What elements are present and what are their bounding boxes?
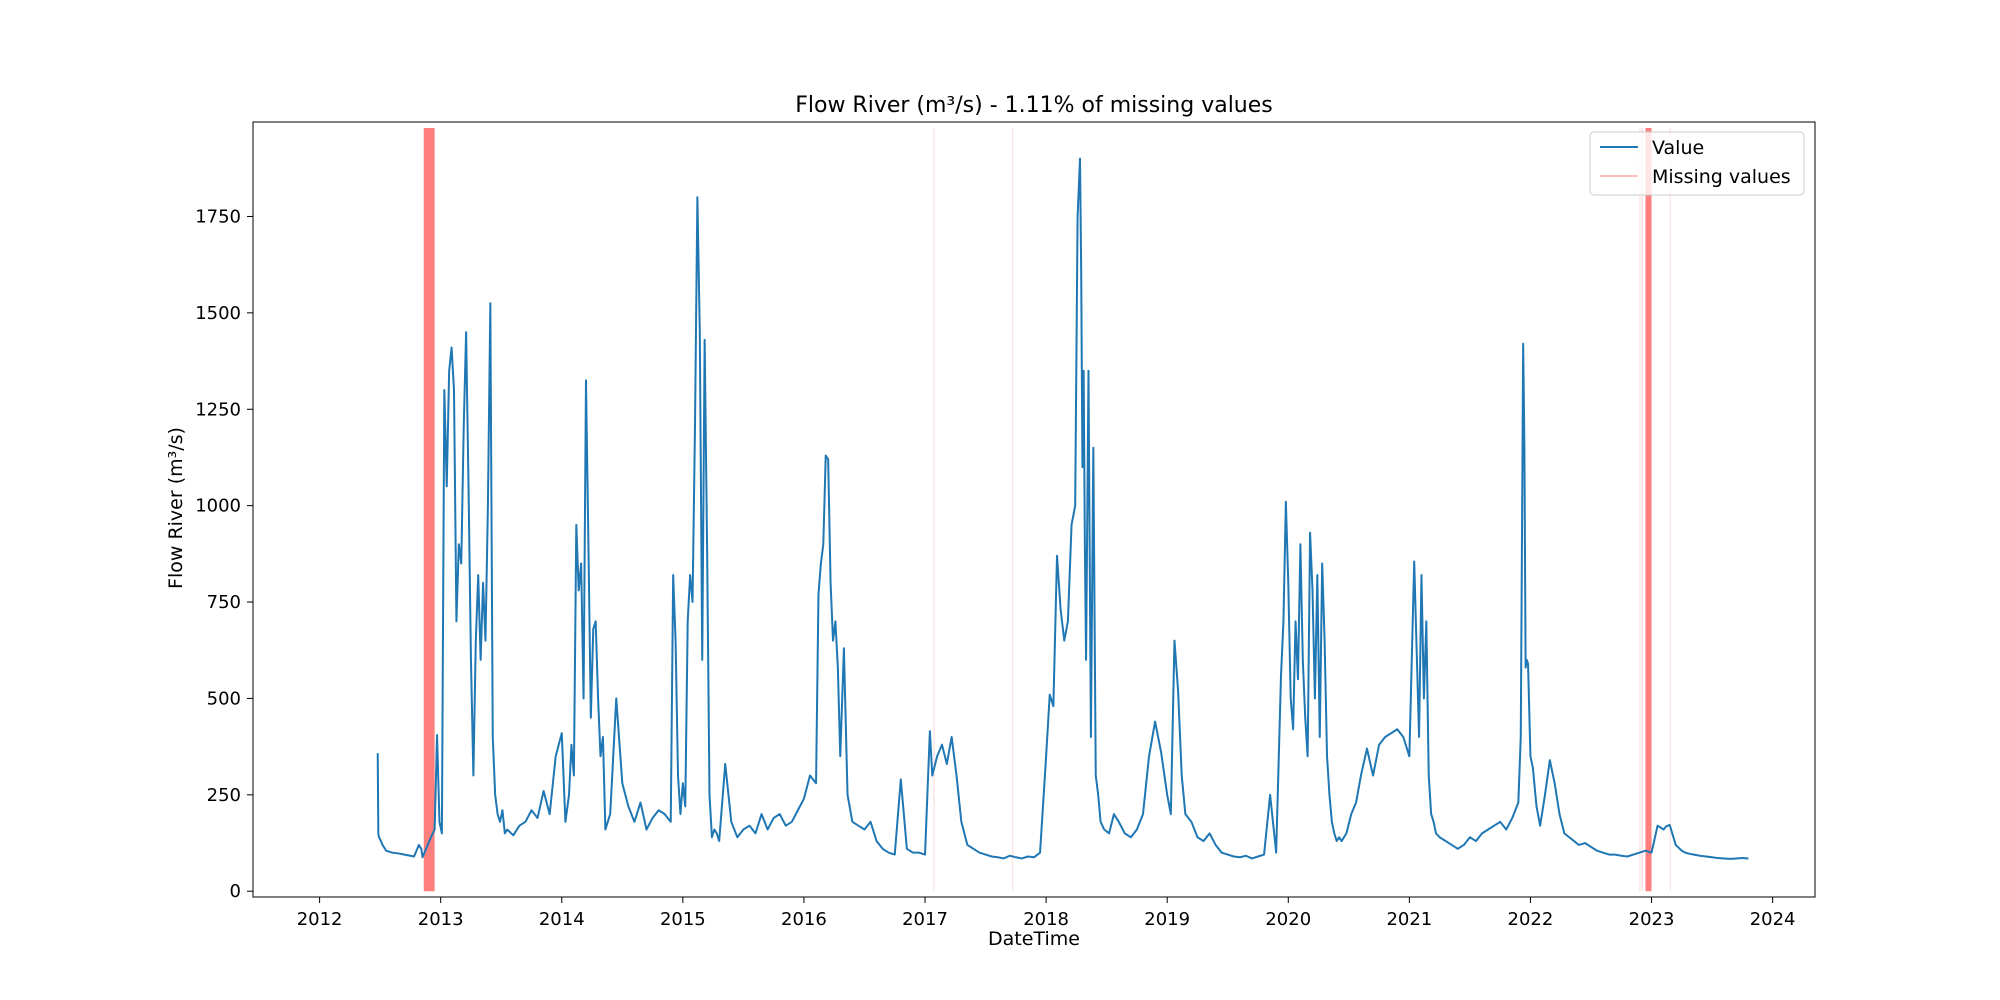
x-tick-label: 2018	[1023, 909, 1069, 930]
x-tick-label: 2017	[902, 909, 948, 930]
y-tick-label: 250	[207, 785, 241, 806]
y-ticks: 0 250 500 750 1000 1250 1500 1750	[195, 206, 253, 902]
missing-value-span	[1639, 128, 1641, 892]
missing-value-span	[1012, 128, 1014, 892]
plot-frame	[252, 121, 1816, 898]
series-lines	[376, 157, 1749, 860]
x-tick-label: 2020	[1265, 909, 1311, 930]
series-value-line	[376, 157, 1749, 860]
x-tick-label: 2015	[660, 909, 706, 930]
missing-value-span	[1641, 128, 1644, 892]
y-tick-label: 1500	[195, 303, 241, 324]
y-tick-label: 0	[230, 881, 241, 902]
x-tick-label: 2016	[781, 909, 827, 930]
legend: Value Missing values	[1589, 131, 1805, 196]
x-ticks: 2012 2013 2014 2015 2016 2017 2018 2019 2020 2021…	[297, 897, 1796, 930]
x-tick-label: 2022	[1508, 909, 1554, 930]
missing-value-span	[1645, 128, 1652, 892]
missing-value-span	[423, 128, 435, 892]
missing-value-span	[1669, 128, 1671, 892]
missing-value-span	[933, 128, 935, 892]
y-tick-label: 1250	[195, 399, 241, 420]
x-axis-label: DateTime	[988, 928, 1080, 950]
y-tick-label: 750	[207, 592, 241, 613]
legend-box	[1589, 131, 1805, 196]
x-tick-label: 2019	[1144, 909, 1190, 930]
chart-title: Flow River (m³/s) - 1.11% of missing val…	[795, 93, 1273, 118]
x-tick-label: 2021	[1386, 909, 1432, 930]
y-tick-label: 1000	[195, 496, 241, 517]
x-tick-label: 2013	[418, 909, 464, 930]
x-tick-label: 2024	[1750, 909, 1796, 930]
x-tick-label: 2012	[297, 909, 343, 930]
x-tick-label: 2023	[1629, 909, 1675, 930]
y-tick-label: 1750	[195, 206, 241, 227]
x-tick-label: 2014	[539, 909, 585, 930]
y-tick-label: 500	[207, 688, 241, 709]
legend-label-value: Value	[1652, 137, 1704, 159]
legend-label-missing-values: Missing values	[1652, 166, 1791, 188]
y-axis-label: Flow River (m³/s)	[165, 427, 187, 589]
missing-value-spans	[423, 128, 1671, 892]
